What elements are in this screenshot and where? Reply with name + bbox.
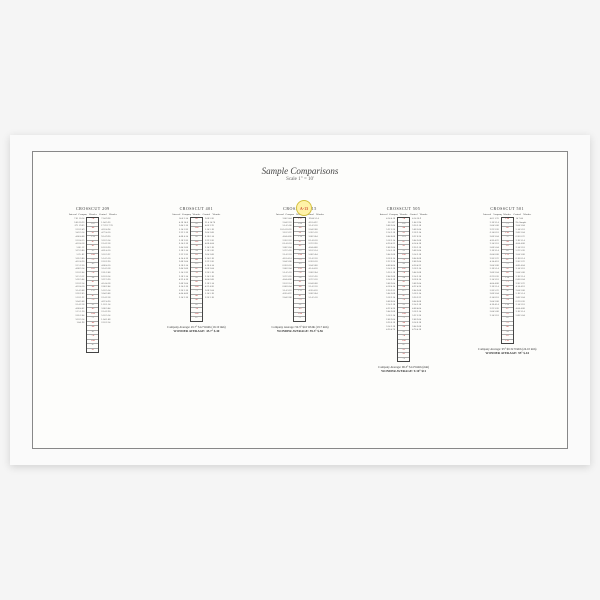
document-photo: Sample Comparisons Scale 1" = 10' A-13 C…: [10, 135, 590, 465]
value-cell: 2.14 2.18: [173, 296, 189, 300]
core-cell: .79: [398, 358, 409, 362]
section-title: CROSSCUT 505: [387, 206, 421, 211]
right-values: 7.64 9.381.04 5.3617.22 17.704.18 4.244.…: [100, 217, 116, 325]
left-values: 4.14 4.1820 .2073.08 3.045.22 5.202.14 2…: [380, 217, 396, 332]
sections-container: CROSSCUT 209IntervalCompanyWonderControl…: [43, 206, 557, 373]
column-headers: IntervalCompanyWonderControlWonder: [68, 213, 117, 216]
document-subtitle: Scale 1" = 10': [43, 177, 557, 182]
section-footer: Company Average: 59.3° $16 Width (19.7 m…: [272, 325, 329, 333]
right-values: 14 7.04No Sample3.04 3.845.14 5.182.08 2…: [515, 217, 531, 318]
footer-line: Company Average: 59.3° $16 Width (19.7 m…: [272, 325, 329, 329]
column-header: Wonder: [399, 213, 408, 216]
column-header: Wonder: [315, 213, 324, 216]
column-header: Control: [409, 213, 418, 216]
column-header: Wonder: [192, 213, 201, 216]
section-title: CROSSCUT 401: [180, 206, 214, 211]
right-values: 19.04 5.144.18 4.223.14 3.182.04 2.085.2…: [307, 217, 323, 300]
section-footer: Company Average: 95° $0.32 Width (24.10 …: [478, 347, 536, 355]
section-title: CROSSCUT 209: [76, 206, 110, 211]
core-column: .741.02.88.911.14.67.82.951.08.73.891.02…: [86, 217, 99, 353]
column-header: Interval: [379, 213, 388, 216]
core-column: .741.02.88.911.14.67.82.951.08.73.891.02…: [397, 217, 410, 362]
column-header: Wonder: [88, 213, 97, 216]
lot-tag: A-13: [296, 200, 312, 216]
column-header: Interval: [275, 213, 284, 216]
value-cell: 2.04 2.08: [276, 296, 292, 300]
left-values: 3.00 3.442.04 2.185.14 5.0810.14 10.203.…: [276, 217, 292, 300]
footer-line: WONDER AVERAGE: 59.3° $.56: [272, 329, 329, 333]
left-values: 14.0 3.144.18 14.82.04 3.185.14 5.203.22…: [173, 217, 189, 300]
core-cell: 1.02: [502, 340, 513, 344]
column-header: Control: [98, 213, 107, 216]
value-cell: 4.20 4.70: [380, 328, 396, 332]
table-area: 4.14 4.1820 .2073.08 3.045.22 5.202.14 2…: [380, 217, 427, 362]
column-header: Interval: [483, 213, 492, 216]
crosscut-section: CROSSCUT 209IntervalCompanyWonderControl…: [43, 206, 143, 373]
column-header: Company: [389, 213, 398, 216]
crosscut-section: CROSSCUT 401IntervalCompanyWonderControl…: [147, 206, 247, 373]
document-sheet: Sample Comparisons Scale 1" = 10' A-13 C…: [32, 151, 568, 449]
crosscut-section: CROSSCUT 505IntervalCompanyWonderControl…: [354, 206, 454, 373]
column-header: Wonder: [212, 213, 221, 216]
value-cell: 3.20 3.18: [204, 296, 220, 300]
column-headers: IntervalCompanyWonderControlWonder: [172, 213, 221, 216]
right-values: 3.08 5.2021.4 14.704.00 3.705.14 5.182.0…: [204, 217, 220, 300]
core-cell: .91: [87, 349, 98, 353]
section-footer: Company Average: 96.3° $14 Width (mm)WON…: [378, 365, 429, 373]
column-header: Company: [182, 213, 191, 216]
value-cell: 2.14 2.18: [484, 314, 500, 318]
value-cell: 1.04 .98: [69, 321, 85, 325]
column-header: Interval: [172, 213, 181, 216]
table-area: 14.0 3.144.18 14.82.04 3.185.14 5.203.22…: [173, 217, 220, 322]
section-title: CROSSCUT 501: [490, 206, 524, 211]
core-column: 2.171.04.88.911.14.67.82.951.08.73.891.0…: [293, 217, 306, 322]
column-header: Wonder: [108, 213, 117, 216]
column-header: Company: [493, 213, 502, 216]
column-header: Wonder: [419, 213, 428, 216]
section-footer: Company Average: 45.7° $12 Width (19.10 …: [167, 325, 225, 333]
value-cell: 5.08 5.04: [515, 314, 531, 318]
crosscut-section: CROSSCUT 515IntervalCompanyWonderControl…: [250, 206, 350, 373]
column-header: Control: [202, 213, 211, 216]
table-area: 4.01 1.703.18 3.145.04 5.082.22 2.206.14…: [484, 217, 531, 344]
value-cell: 5.14 5.18: [307, 296, 323, 300]
table-area: 3.00 3.442.04 2.185.14 5.0810.14 10.203.…: [276, 217, 323, 322]
value-cell: 4.70 4.18: [411, 328, 427, 332]
value-cell: 2.18 2.14: [100, 321, 116, 325]
left-values: 4.01 1.703.18 3.145.04 5.082.22 2.206.14…: [484, 217, 500, 318]
column-headers: IntervalCompanyWonderControlWonder: [379, 213, 428, 216]
footer-line: Company Average: 45.7° $12 Width (19.10 …: [167, 325, 225, 329]
left-values: 7.61 10.143.00 10.26.371 19.632.18 2.493…: [69, 217, 85, 325]
column-header: Control: [513, 213, 522, 216]
column-header: Wonder: [503, 213, 512, 216]
column-header: Wonder: [523, 213, 532, 216]
footer-line: WONDER AVERAGE: 9.10° $11: [378, 369, 429, 373]
document-title: Sample Comparisons: [43, 166, 557, 176]
table-area: 7.61 10.143.00 10.26.371 19.632.18 2.493…: [69, 217, 116, 353]
column-header: Interval: [68, 213, 77, 216]
core-cell: .67: [191, 317, 202, 321]
column-header: Company: [78, 213, 87, 216]
core-column: 1.08.73.891.02.76.94.81.681.12.87.79.92.…: [501, 217, 514, 344]
column-header: Company: [285, 213, 294, 216]
core-cell: .71: [294, 317, 305, 321]
footer-line: WONDER AVERAGE: 95° $.44: [478, 351, 536, 355]
crosscut-section: CROSSCUT 501IntervalCompanyWonderControl…: [457, 206, 557, 373]
core-column: .82.951.08.73.891.02.76.94.81.681.12.87.…: [190, 217, 203, 322]
footer-line: WONDER AVERAGE: 45.7° $.40: [167, 329, 225, 333]
right-values: 4.14 10.91.04 1.943.20 3.185.08 5.042.18…: [411, 217, 427, 332]
column-headers: IntervalCompanyWonderControlWonder: [483, 213, 532, 216]
